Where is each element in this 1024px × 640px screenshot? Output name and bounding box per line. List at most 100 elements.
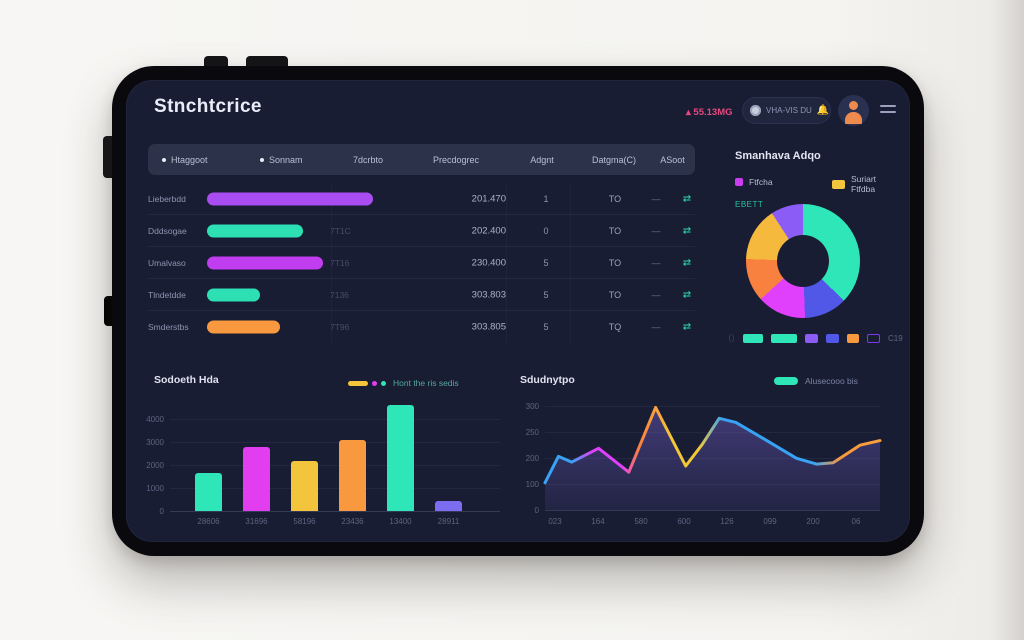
row-progress-bar: [207, 288, 260, 301]
header-stat: ▴ 55.13MG: [686, 107, 733, 118]
legend-swatch: [372, 380, 377, 386]
menu-icon[interactable]: [880, 105, 896, 117]
column-header[interactable]: ASoot: [660, 154, 685, 165]
chip-arrows-icon: ⟨⟩: [728, 333, 736, 343]
bar-chart-plot: 4000 3000 2000 1000 0 28606 31696 58196 23436 134…: [146, 396, 500, 526]
donut-chip[interactable]: [771, 334, 798, 343]
x-axis-tick: 126: [720, 517, 734, 526]
gridline: [545, 510, 880, 511]
row-to: TQ: [608, 322, 622, 332]
table-gridline: [570, 183, 571, 343]
row-label: Umalvaso: [148, 257, 186, 268]
x-axis-tick: 31696: [245, 517, 268, 526]
x-axis-tick: 580: [634, 517, 648, 526]
donut-chip[interactable]: [867, 334, 881, 343]
row-collapse-button[interactable]: —: [651, 322, 661, 332]
row-transfer-icon[interactable]: ⇄: [682, 289, 692, 300]
table-row[interactable]: Umalvaso 7T16 230.400 5 TO — ⇄: [148, 247, 695, 279]
row-to: TO: [608, 193, 622, 204]
line-series: [543, 405, 882, 485]
row-progress-bar: [207, 192, 373, 205]
row-label: Smderstbs: [148, 322, 189, 332]
x-axis-tick: 23436: [341, 517, 364, 526]
row-transfer-icon[interactable]: ⇄: [682, 225, 692, 236]
gridline: [545, 406, 880, 408]
x-axis-tick: 023: [548, 517, 562, 526]
legend-swatch: [735, 178, 743, 186]
legend-label: Hont the ris sedis: [393, 378, 459, 388]
page-title: Stnchtcrice: [154, 96, 262, 117]
donut-chip[interactable]: [826, 334, 840, 343]
donut-note: EBETT: [735, 200, 764, 209]
donut-chip[interactable]: [743, 334, 764, 343]
legend-swatch: [348, 380, 368, 386]
row-progress-bar: [207, 224, 303, 237]
line-chart-svg: [543, 405, 882, 510]
line-chart-title: Sdudnytpo: [520, 374, 575, 386]
row-label: Dddsogae: [148, 225, 187, 236]
table-header: Htaggoot Sonnam 7dcrbto Precdogrec Adgnt Datg…: [148, 144, 695, 175]
row-transfer-icon[interactable]: ⇄: [682, 321, 692, 333]
bullet-icon: [260, 157, 264, 162]
donut-legend-item: Ftfcha: [735, 177, 773, 187]
table-gridline: [506, 183, 507, 343]
row-transfer-icon[interactable]: ⇄: [682, 257, 692, 268]
x-axis-tick: 164: [591, 517, 605, 526]
donut-chip[interactable]: [847, 334, 860, 343]
row-progress-bar: [207, 256, 323, 269]
row-collapse-button[interactable]: —: [651, 289, 661, 300]
donut-legend-item: Suriart Ftfdba: [832, 174, 876, 194]
row-transfer-icon[interactable]: ⇄: [682, 193, 692, 204]
y-axis-tick: 0: [534, 506, 539, 515]
avatar[interactable]: [838, 95, 869, 126]
avatar-body: [845, 112, 862, 124]
tablet-bezel: Stnchtcrice ▴ 55.13MG VHA-VIS DU 🔔 Htagg…: [112, 66, 924, 556]
legend-label: Alusecooo bis: [805, 376, 858, 386]
donut-chip-row: ⟨⟩ C19: [728, 333, 903, 344]
globe-icon: [750, 105, 761, 116]
column-header[interactable]: Precdogrec: [432, 154, 480, 165]
table-gridline: [331, 183, 332, 343]
donut-chip[interactable]: [805, 334, 819, 343]
x-axis-tick: 099: [763, 517, 777, 526]
bell-icon[interactable]: 🔔: [816, 104, 830, 116]
column-header[interactable]: Htaggoot: [148, 155, 246, 165]
row-collapse-button[interactable]: —: [651, 193, 661, 204]
avatar-head: [849, 101, 858, 110]
row-ref: 7T1C: [330, 225, 351, 236]
y-axis-tick: 200: [525, 454, 539, 464]
gridline: [170, 488, 500, 489]
row-to: TO: [608, 225, 622, 236]
legend-swatch: [774, 377, 798, 385]
table-row[interactable]: Smderstbs 7T96 303.805 5 TQ — ⇄: [148, 311, 695, 343]
column-header[interactable]: 7dcrbto: [352, 154, 384, 165]
search-input[interactable]: VHA-VIS DU 🔔: [742, 97, 831, 124]
column-header[interactable]: Datgma(C): [591, 154, 636, 165]
chip-note: C19: [888, 334, 903, 343]
donut-chart-title: Smanhava Adqo: [735, 150, 821, 162]
legend-swatch: [381, 380, 386, 386]
x-axis-tick: 28606: [197, 517, 220, 526]
row-collapse-button[interactable]: —: [651, 225, 661, 236]
table-row[interactable]: Lieberbdd 201.470 1 TO — ⇄: [148, 183, 695, 215]
legend-swatch: [832, 179, 845, 189]
bar: [195, 473, 222, 511]
table-row[interactable]: Tlndetdde 7136 303.803 5 TO — ⇄: [148, 279, 695, 311]
bar: [339, 440, 366, 511]
donut-hole: [777, 235, 829, 287]
x-axis-tick: 600: [677, 517, 691, 526]
search-text: VHA-VIS DU: [766, 106, 812, 115]
column-header[interactable]: Adgnt: [530, 154, 554, 165]
row-value: 303.803: [471, 289, 506, 300]
table-row[interactable]: Dddsogae 7T1C 202.400 0 TO — ⇄: [148, 215, 695, 247]
row-qty: 5: [543, 322, 549, 332]
x-axis-tick: 06: [851, 517, 861, 526]
gridline: [170, 465, 500, 466]
column-header[interactable]: Sonnam: [246, 155, 330, 165]
legend-label: Ftfcha: [749, 177, 773, 187]
row-collapse-button[interactable]: —: [651, 257, 661, 268]
line-chart-plot: 300 250 200 100 0 023 164 580 600 126 099 200 06: [526, 396, 882, 526]
row-ref: 7T96: [330, 322, 350, 332]
y-axis-tick: 250: [525, 428, 539, 438]
y-axis-tick: 0: [159, 507, 164, 516]
